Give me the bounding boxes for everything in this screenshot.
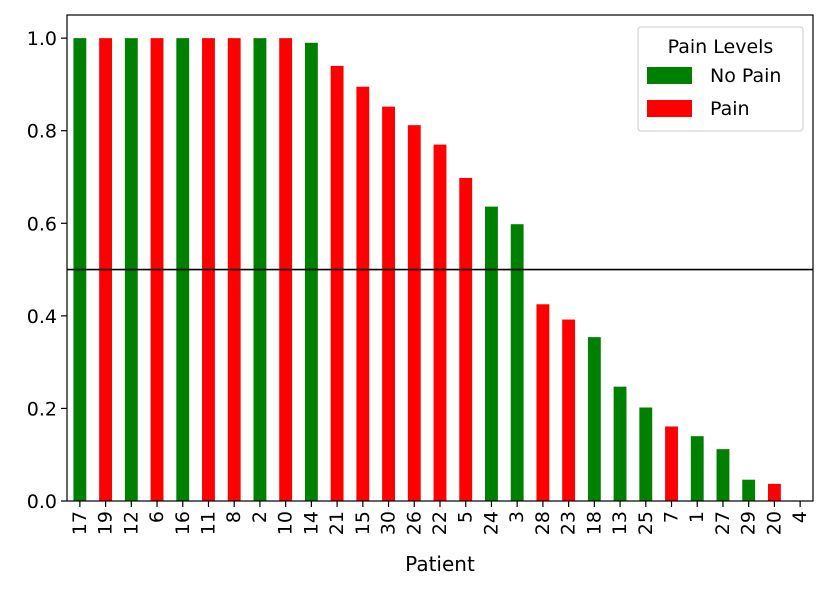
bar-patient-18 xyxy=(587,337,601,501)
x-tick-label: 19 xyxy=(95,511,117,535)
x-tick-label: 14 xyxy=(300,511,322,535)
y-tick-label: 0.4 xyxy=(27,306,57,328)
x-tick-label: 3 xyxy=(506,511,528,523)
x-tick-label: 1 xyxy=(686,511,708,523)
x-tick-label: 4 xyxy=(789,511,811,523)
x-tick-label: 12 xyxy=(120,511,142,535)
y-tick-label: 0.2 xyxy=(27,398,57,420)
x-tick-label: 13 xyxy=(609,511,631,535)
legend: Pain Levels No Pain Pain xyxy=(637,26,804,132)
x-tick-label: 2 xyxy=(249,511,271,523)
x-tick-label: 17 xyxy=(69,511,91,535)
x-tick-label: 21 xyxy=(326,511,348,535)
x-tick-label: 24 xyxy=(480,511,502,535)
legend-swatch-no-pain xyxy=(647,67,692,84)
bar-patient-30 xyxy=(382,106,395,501)
y-tick-label: 0.8 xyxy=(27,121,57,143)
x-tick-label: 6 xyxy=(146,511,168,523)
bar-patient-20 xyxy=(767,483,781,501)
legend-swatch-pain xyxy=(647,100,692,117)
bar-patient-24 xyxy=(485,206,498,501)
y-tick-label: 0.0 xyxy=(27,491,57,513)
x-tick-label: 25 xyxy=(635,511,657,535)
bar-patient-1 xyxy=(690,436,704,501)
x-axis-label: Patient xyxy=(405,552,475,576)
plot-frame xyxy=(66,14,814,502)
x-tick-label: 15 xyxy=(352,511,374,535)
bar-patient-3 xyxy=(510,224,524,501)
x-tick-label: 11 xyxy=(197,511,219,535)
x-tick-label: 20 xyxy=(763,511,785,535)
legend-label-pain: Pain xyxy=(710,98,750,120)
x-tick-label: 8 xyxy=(223,511,245,523)
legend-title: Pain Levels xyxy=(668,36,774,58)
x-tick-label: 18 xyxy=(583,511,605,535)
y-tick-label: 0.6 xyxy=(27,213,57,235)
bar-patient-27 xyxy=(716,449,730,501)
x-tick-label: 16 xyxy=(172,511,194,535)
bar-patient-7 xyxy=(665,426,678,501)
x-tick-label: 29 xyxy=(738,511,760,535)
bar-patient-28 xyxy=(536,304,550,501)
x-tick-label: 7 xyxy=(661,511,683,523)
legend-label-no-pain: No Pain xyxy=(710,65,781,87)
bar-patient-25 xyxy=(639,407,653,501)
x-tick-label: 5 xyxy=(455,511,477,523)
x-tick-label: 26 xyxy=(403,511,425,535)
y-axis: 0.0 0.2 0.4 0.6 0.8 1.0 xyxy=(27,28,67,513)
bar-patient-22 xyxy=(433,144,447,501)
bar-patient-14 xyxy=(304,42,318,502)
bar-patient-29 xyxy=(742,479,756,501)
x-tick-label: 27 xyxy=(712,511,734,535)
x-tick-label: 10 xyxy=(275,511,297,535)
bar-patient-15 xyxy=(356,86,370,501)
bar-patient-21 xyxy=(330,65,344,502)
bar-patient-23 xyxy=(562,319,576,501)
x-tick-label: 23 xyxy=(558,511,580,535)
x-axis: 17 19 12 6 16 11 8 2 10 14 21 15 30 26 22 5 24 3 28 23 18 13 2… xyxy=(69,501,811,535)
x-tick-label: 22 xyxy=(429,511,451,535)
bar-patient-5 xyxy=(459,177,473,501)
x-tick-label: 28 xyxy=(532,511,554,535)
x-tick-label: 30 xyxy=(378,511,400,535)
bar-patient-13 xyxy=(613,386,627,501)
bar-patient-26 xyxy=(407,125,421,501)
y-tick-label: 1.0 xyxy=(27,28,57,50)
